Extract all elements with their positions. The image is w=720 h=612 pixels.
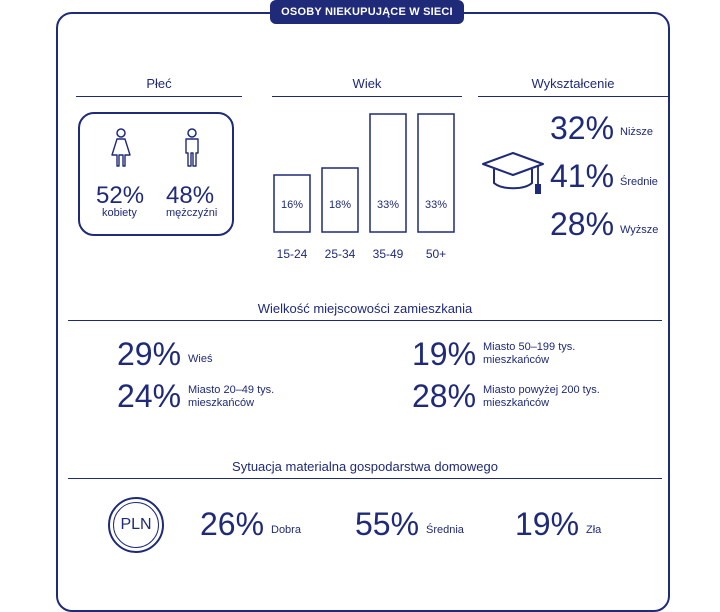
female-label: kobiety [102,207,137,219]
wealth-good-label: Dobra [271,524,301,536]
pln-badge: PLN [113,502,159,548]
wealth-rule [68,478,662,479]
wealth-good-percent: 26% [200,506,265,542]
age-bar-value-label: 18% [329,199,351,211]
age-category-label: 15-24 [277,247,308,261]
town-mid-city-label: Miasto 50–199 tys. mieszkańców [483,341,576,366]
education-high-percent: 28% [550,206,615,242]
age-bar-value-label: 33% [425,199,447,211]
education-low-percent: 32% [550,110,615,146]
gender-box: 52% kobiety 48% mężczyźni [78,112,234,236]
male-label: mężczyźni [166,207,218,219]
main-title: OSOBY NIEKUPUJĄCE W SIECI [270,0,464,24]
town-big-city-label: Miasto powyżej 200 tys. mieszkańców [483,384,600,409]
age-bar-50+ [417,113,455,233]
age-bar-35-49 [369,113,407,233]
age-rule [272,96,462,97]
education-high-label: Wyższe [620,224,659,236]
wealth-heading: Sytuacja materialna gospodarstwa domoweg… [232,459,498,474]
age-category-label: 25-34 [325,247,356,261]
wealth-mid-label: Średnia [426,524,464,536]
education-rule [478,96,668,97]
town-village-percent: 29% [117,336,182,372]
female-percent: 52% [96,182,145,209]
age-bar-15-24 [273,174,311,233]
wealth-mid-percent: 55% [355,506,420,542]
age-bar-chart: 16% 15-24 18% 25-34 33% 35-49 33% 50+ [273,113,455,261]
age-bar-value-label: 16% [281,199,303,211]
male-person-icon [185,128,199,167]
town-big-city-percent: 28% [412,378,477,414]
age-category-label: 50+ [426,247,446,261]
pln-coin-icon: PLN [108,497,164,553]
graduation-cap-icon [482,152,544,194]
male-percent: 48% [166,182,215,209]
gender-rule [76,96,242,97]
town-village-label: Wieś [188,353,213,365]
town-small-city-percent: 24% [117,378,182,414]
town-small-city-label: Miasto 20–49 tys. mieszkańców [188,384,275,409]
age-category-label: 35-49 [373,247,404,261]
wealth-bad-label: Zła [586,524,602,536]
female-person-icon [111,128,131,167]
education-mid-percent: 41% [550,158,615,194]
town-mid-city-percent: 19% [412,336,477,372]
town-rule [68,320,662,321]
education-mid-label: Średnie [620,176,658,188]
age-heading: Wiek [352,76,382,91]
age-bar-25-34 [321,167,359,233]
education-low-label: Niższe [620,126,654,138]
wealth-bad-percent: 19% [515,506,580,542]
education-heading: Wykształcenie [531,76,615,91]
town-heading: Wielkość miejscowości zamieszkania [257,301,473,316]
age-bar-value-label: 33% [377,199,399,211]
gender-heading: Płeć [146,76,172,91]
